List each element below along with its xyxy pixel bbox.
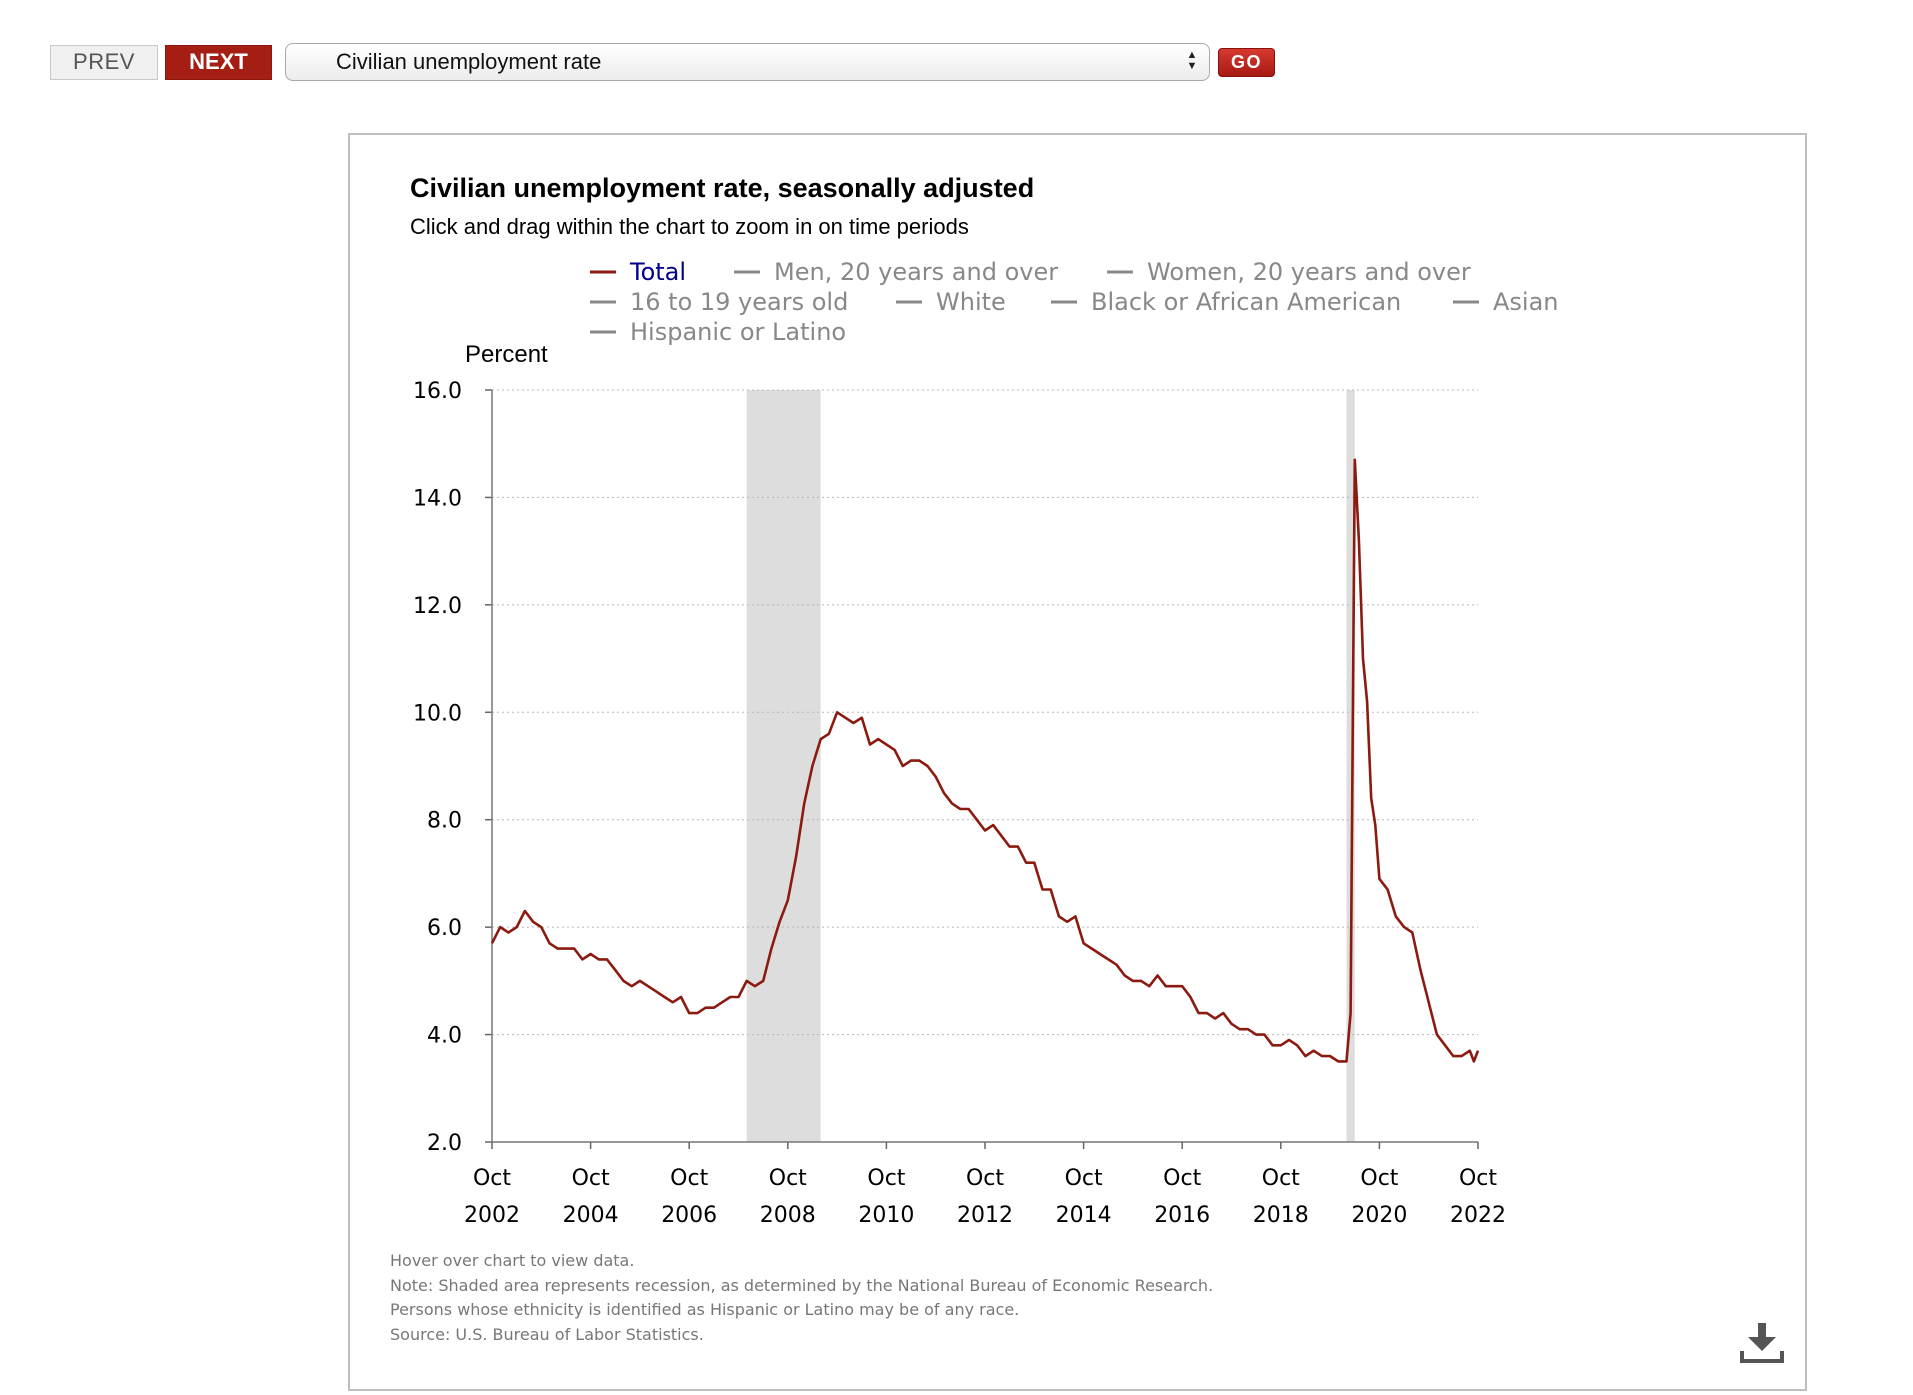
x-tick-label-year: 2022 (1450, 1203, 1506, 1228)
series-line-total[interactable] (490, 458, 1480, 1063)
x-tick-label-month: Oct (1065, 1166, 1103, 1191)
x-tick-label-year: 2016 (1154, 1203, 1210, 1228)
chart-navigation: PREV NEXT Civilian unemployment rate ▲ ▼ … (50, 43, 1275, 81)
x-tick-label-year: 2010 (858, 1203, 914, 1228)
chart-subtitle: Click and drag within the chart to zoom … (410, 214, 969, 239)
x-tick-label-year: 2018 (1253, 1203, 1309, 1228)
legend-item: 16 to 19 years old (630, 288, 848, 316)
x-tick-label-year: 2004 (563, 1203, 619, 1228)
prev-button[interactable]: PREV (50, 44, 158, 80)
y-tick-label: 14.0 (413, 486, 462, 511)
legend-item: Black or African American (1091, 288, 1401, 316)
up-down-arrows-icon: ▲ ▼ (1186, 49, 1198, 72)
legend-item: White (936, 288, 1006, 316)
x-tick-label-year: 2020 (1351, 1203, 1407, 1228)
x-tick-label-month: Oct (769, 1166, 807, 1191)
y-tick-label: 6.0 (427, 916, 462, 941)
note-ethnicity: Persons whose ethnicity is identified as… (390, 1300, 1020, 1319)
x-tick-label-year: 2002 (464, 1203, 520, 1228)
y-axis-label: Percent (465, 341, 548, 368)
download-icon[interactable] (1738, 1317, 1786, 1365)
x-tick-label-year: 2012 (957, 1203, 1013, 1228)
chart-select[interactable]: Civilian unemployment rate ▲ ▼ (285, 43, 1210, 81)
chart-panel: Civilian unemployment rate, seasonally a… (348, 133, 1807, 1391)
legend-item: Total (629, 258, 686, 286)
y-tick-label: 2.0 (427, 1131, 462, 1156)
x-tick-label-year: 2008 (760, 1203, 816, 1228)
y-tick-label: 10.0 (413, 701, 462, 726)
note-hover: Hover over chart to view data. (390, 1251, 635, 1270)
legend-item: Women, 20 years and over (1147, 258, 1471, 286)
y-tick-label: 4.0 (427, 1024, 462, 1049)
x-tick-label-month: Oct (1163, 1166, 1201, 1191)
line-chart[interactable]: 2.0 4.0 6.0 8.0 10.0 12.0 14.0 16.0 Oct 2002 Oct 20… (350, 135, 1805, 1389)
note-source: Source: U.S. Bureau of Labor Statistics. (390, 1324, 704, 1344)
note-recession: Note: Shaded area represents recession, … (390, 1275, 1214, 1295)
x-tick-label-month: Oct (1262, 1166, 1300, 1191)
x-tick-label-year: 2006 (661, 1203, 717, 1228)
chart-select-value: Civilian unemployment rate (336, 49, 602, 74)
legend-item: Hispanic or Latino (630, 318, 846, 346)
go-button[interactable]: GO (1218, 47, 1275, 77)
x-tick-label-year: 2014 (1056, 1203, 1112, 1228)
y-tick-label: 12.0 (413, 594, 462, 619)
x-tick-label-month: Oct (670, 1166, 708, 1191)
legend-item: Men, 20 years and over (774, 258, 1058, 286)
recession-band (1346, 390, 1355, 1142)
x-tick-label-month: Oct (1459, 1166, 1497, 1191)
x-tick-label-month: Oct (966, 1166, 1004, 1191)
chart-notes: Hover over chart to view data. Note: Sha… (390, 1249, 1213, 1347)
x-tick-label-month: Oct (1360, 1166, 1398, 1191)
next-button[interactable]: NEXT (165, 44, 272, 80)
y-tick-label: 8.0 (427, 809, 462, 834)
x-tick-label-month: Oct (572, 1166, 610, 1191)
legend-item: Asian (1493, 288, 1559, 316)
x-tick-label-month: Oct (867, 1166, 905, 1191)
y-tick-label: 16.0 (413, 379, 462, 404)
recession-band (746, 390, 821, 1142)
x-tick-label-month: Oct (473, 1166, 511, 1191)
chart-title: Civilian unemployment rate, seasonally a… (410, 173, 1035, 203)
